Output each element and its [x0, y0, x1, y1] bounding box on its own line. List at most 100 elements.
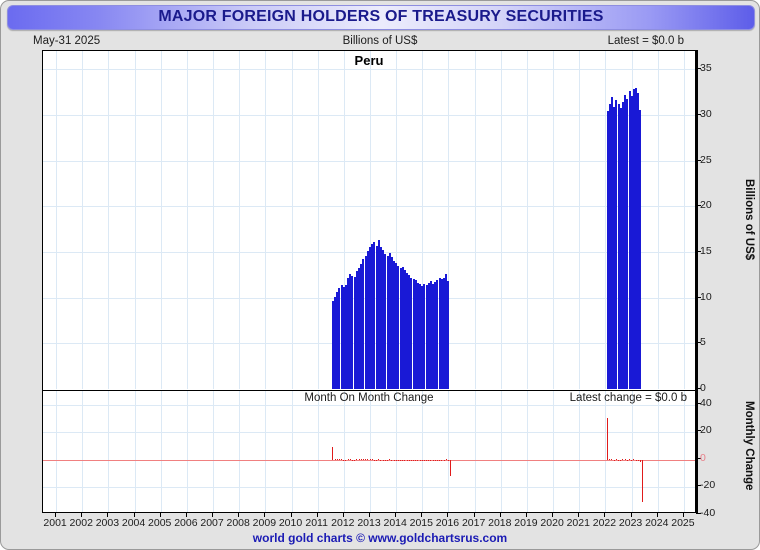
change-bar [417, 459, 419, 461]
gridline-vertical [500, 51, 502, 389]
change-bar [367, 459, 369, 461]
data-bar [377, 240, 380, 389]
change-bar [345, 459, 347, 461]
data-bar [427, 283, 430, 389]
gridline-vertical [605, 391, 607, 512]
data-bar [353, 276, 356, 389]
x-tick-mark [552, 513, 554, 517]
change-bar [351, 459, 353, 461]
y-tick-label: 35 [700, 62, 712, 75]
gridline-vertical [343, 391, 345, 512]
x-tick-mark [473, 513, 475, 517]
data-bar [632, 89, 635, 389]
y-tick-mark [696, 513, 701, 514]
gridline-horizontal [43, 206, 695, 208]
gridline-vertical [343, 51, 345, 389]
change-bar [360, 459, 362, 461]
data-bar [349, 273, 352, 389]
data-bar [412, 279, 415, 389]
data-bar [610, 96, 613, 389]
change-bar [402, 459, 404, 461]
y-tick-label: 5 [700, 336, 706, 349]
header-date: May-31 2025 [33, 35, 101, 47]
y-tick-mark [696, 342, 701, 344]
data-bar [436, 280, 439, 389]
change-bar [408, 459, 410, 461]
change-bar [639, 459, 641, 463]
gridline-vertical [291, 51, 293, 389]
gridline-horizontal [43, 69, 695, 71]
x-tick-mark [81, 513, 83, 517]
series-title: Peru [354, 53, 384, 68]
change-bar [436, 459, 438, 461]
x-tick-mark [656, 513, 658, 517]
data-bar [637, 93, 640, 389]
data-bar [635, 88, 638, 389]
y-tick-label: 30 [700, 107, 712, 120]
y-tick-label: -20 [700, 479, 716, 492]
change-bar [397, 459, 399, 461]
data-bar [364, 255, 367, 389]
change-bar [362, 459, 364, 461]
data-bar [624, 94, 627, 389]
change-bar [371, 459, 373, 461]
change-bar [415, 459, 417, 461]
data-bar [608, 103, 611, 389]
y-tick-label: 15 [700, 244, 712, 257]
gridline-vertical [553, 51, 555, 389]
data-bar [386, 255, 389, 389]
change-bar [432, 459, 434, 461]
gridline-horizontal [43, 404, 695, 406]
x-tick-label: 2019 [514, 517, 538, 529]
x-tick-label: 2022 [592, 517, 617, 529]
change-bar [635, 459, 637, 461]
x-tick-mark [369, 513, 370, 517]
x-tick-label: 2013 [357, 517, 381, 529]
footer-credit: world gold charts © www.goldchartsrus.co… [252, 531, 508, 545]
y-tick-mark [696, 485, 701, 487]
y-axis-label-change: Monthly Change [743, 401, 755, 491]
change-bar [341, 459, 343, 461]
data-bar [369, 247, 371, 389]
data-bar [390, 257, 393, 389]
data-bar [355, 271, 358, 389]
data-bar [414, 280, 417, 389]
change-bar [428, 459, 430, 461]
change-bar [404, 459, 406, 461]
x-tick-mark [395, 513, 397, 517]
y-tick-label: 0 [700, 382, 706, 394]
data-bar [438, 278, 441, 389]
x-tick-label: 2009 [252, 517, 277, 529]
change-bar [439, 459, 441, 461]
data-bar [606, 111, 609, 389]
monthly-change-panel: Month On Month Change Latest change = $0… [43, 390, 695, 512]
gridline-vertical [108, 51, 110, 389]
data-bar [340, 284, 343, 389]
gridline-vertical [579, 51, 581, 389]
x-tick-label: 2021 [566, 517, 590, 529]
y-tick-label: 40 [700, 396, 712, 409]
header-latest-value: Latest = $0.0 b [607, 35, 684, 47]
x-tick-label: 2017 [461, 517, 486, 529]
change-bar [624, 458, 626, 460]
gridline-vertical [56, 391, 58, 512]
y-tick-mark [696, 457, 701, 459]
change-bar [349, 459, 351, 461]
gridline-vertical [56, 51, 58, 389]
data-bar [403, 270, 406, 389]
data-bar [395, 262, 398, 389]
gridline-vertical [422, 51, 424, 389]
data-bar [617, 103, 620, 389]
change-zero-line [43, 459, 695, 461]
x-tick-mark [578, 513, 580, 517]
data-bar [393, 261, 396, 389]
gridline-vertical [213, 391, 215, 512]
change-bar [637, 459, 639, 461]
gridline-vertical [683, 391, 685, 512]
change-bar [430, 459, 432, 461]
y-tick-label: 25 [700, 153, 712, 166]
gridline-vertical [213, 51, 215, 389]
x-tick-mark [525, 513, 527, 517]
gridline-vertical [370, 51, 371, 389]
